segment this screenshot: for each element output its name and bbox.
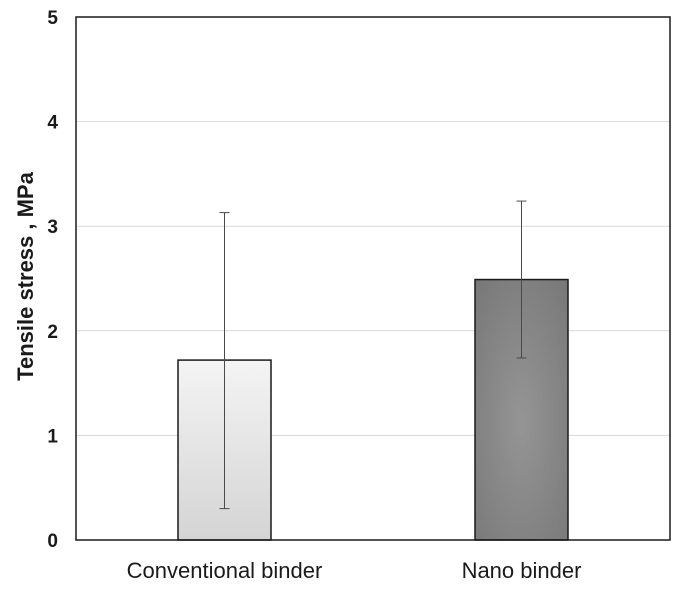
- y-tick-label: 0: [47, 531, 58, 552]
- y-tick-label: 4: [47, 113, 58, 134]
- y-tick-labels: 0 1 2 3 4 5: [47, 8, 58, 552]
- plot-area-frame: [75, 16, 671, 541]
- y-tick-label: 2: [47, 322, 58, 343]
- gridlines: [76, 121, 670, 436]
- x-category-labels: Conventional binder Nano binder: [127, 558, 582, 583]
- x-category-label: Nano binder: [462, 558, 582, 583]
- y-axis-title: Tensile stress , MPa: [13, 171, 38, 380]
- error-bar: [219, 212, 230, 510]
- y-tick-label: 5: [47, 8, 58, 29]
- bars: [177, 278, 569, 541]
- error-bar: [516, 200, 527, 359]
- x-category-label: Conventional binder: [127, 558, 323, 583]
- error-bars: [219, 200, 527, 510]
- y-tick-label: 3: [47, 217, 58, 238]
- y-tick-label: 1: [47, 426, 58, 447]
